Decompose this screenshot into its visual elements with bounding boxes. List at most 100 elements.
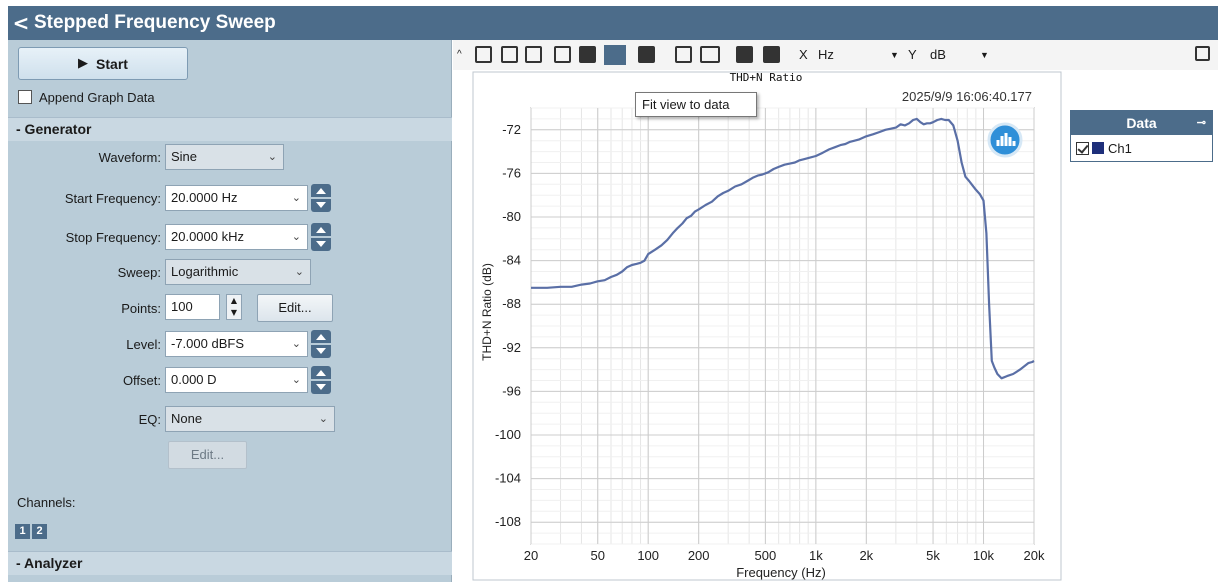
play-icon: ▶ — [78, 56, 89, 71]
badge-bar — [1008, 137, 1012, 146]
level-input[interactable]: -7.000 dBFS ⌄ — [165, 331, 308, 357]
legend-item-ch1[interactable]: Ch1 — [1071, 135, 1212, 161]
table-icon[interactable] — [675, 46, 692, 63]
offset-label: Offset: — [122, 373, 161, 388]
copy-graph-icon[interactable] — [501, 46, 518, 63]
sweep-label: Sweep: — [117, 265, 161, 280]
y-tick-label: -104 — [495, 471, 521, 486]
chevron-down-icon: ⌄ — [294, 265, 304, 278]
sweep-select[interactable]: Logarithmic ⌄ — [165, 259, 311, 285]
chevron-down-icon: ⌄ — [318, 412, 328, 425]
eq-label: EQ: — [138, 412, 161, 427]
y-tick-label: -108 — [495, 514, 521, 529]
points-value: 100 — [171, 299, 193, 314]
x-tick-label: 20k — [1024, 548, 1045, 563]
offset-input[interactable]: 0.000 D ⌄ — [165, 367, 308, 393]
pan-icon[interactable] — [579, 46, 596, 63]
y-unit-value: dB — [930, 47, 946, 62]
data-legend: Data ⊸ Ch1 — [1070, 110, 1213, 162]
chevron-left-icon[interactable]: < — [12, 11, 30, 35]
x-tick-label: 5k — [926, 548, 940, 563]
thdn-chart[interactable]: -72 -76 -80 -84 -88 -92 -96 -100 -104 -108 20 50 100… — [453, 70, 1218, 582]
legend-header: Data ⊸ — [1071, 111, 1212, 135]
graph-toolbar: ^ X Hz ▼ Y dB ▼ — [453, 40, 1218, 70]
badge-bar — [1012, 141, 1016, 146]
y-tick-label: -80 — [502, 209, 521, 224]
zoom-icon[interactable] — [554, 46, 571, 63]
x-tick-label: 50 — [590, 548, 604, 563]
start-button[interactable]: ▶ Start — [18, 47, 188, 80]
y-tick-label: -96 — [502, 383, 521, 398]
level-stepper[interactable] — [311, 330, 331, 358]
chevron-down-icon: ⌄ — [291, 230, 301, 243]
stop-frequency-stepper[interactable] — [311, 223, 331, 251]
fit-view-tooltip: Fit view to data — [635, 92, 757, 117]
ch1-visibility-checkbox[interactable] — [1076, 141, 1089, 155]
y-tick-label: -100 — [495, 427, 521, 442]
badge-bar — [996, 140, 1000, 146]
graph-settings-icon[interactable] — [475, 46, 492, 63]
points-stepper[interactable]: ▲ ▼ — [226, 294, 242, 320]
chevron-down-icon: ⌄ — [291, 191, 301, 204]
level-value: -7.000 dBFS — [171, 336, 244, 351]
eq-select[interactable]: None ⌄ — [165, 406, 335, 432]
stop-frequency-input[interactable]: 20.0000 kHz ⌄ — [165, 224, 308, 250]
ch1-color-swatch — [1092, 142, 1104, 154]
ch1-label: Ch1 — [1108, 140, 1132, 156]
chevron-down-icon: ⌄ — [291, 373, 301, 386]
channels-label: Channels: — [17, 495, 76, 510]
start-frequency-label: Start Frequency: — [64, 191, 161, 206]
start-frequency-input[interactable]: 20.0000 Hz ⌄ — [165, 185, 308, 211]
cursor-icon[interactable] — [638, 46, 655, 63]
analyzer-section-header[interactable]: - Analyzer — [8, 551, 452, 575]
start-frequency-value: 20.0000 Hz — [171, 190, 238, 205]
x-tick-label: 2k — [859, 548, 873, 563]
x-unit-select[interactable]: Hz ▼ — [818, 44, 899, 66]
chart-timestamp: 2025/9/9 16:06:40.177 — [902, 89, 1032, 104]
x-axis-title: Frequency (Hz) — [736, 565, 826, 580]
points-label: Points: — [121, 301, 161, 316]
y-tick-label: -92 — [502, 340, 521, 355]
gear-icon[interactable] — [763, 46, 780, 63]
window-title: Stepped Frequency Sweep — [34, 12, 276, 33]
save-graph-icon[interactable] — [525, 46, 542, 63]
x-axis-label: X — [799, 47, 808, 62]
points-edit-button[interactable]: Edit... — [257, 294, 333, 322]
x-tick-label: 1k — [809, 548, 823, 563]
pin-icon[interactable]: ⊸ — [1196, 117, 1206, 129]
append-graph-checkbox[interactable] — [18, 90, 32, 104]
fit-view-to-data-icon[interactable] — [604, 45, 626, 65]
waveform-select[interactable]: Sine ⌄ — [165, 144, 284, 170]
x-tick-label: 10k — [973, 548, 994, 563]
badge-bar — [1000, 136, 1004, 146]
y-axis-label: Y — [908, 47, 917, 62]
x-tick-label: 20 — [524, 548, 538, 563]
y-tick-label: -88 — [502, 296, 521, 311]
chevron-down-icon: ▼ — [980, 50, 989, 60]
level-label: Level: — [126, 337, 161, 352]
start-frequency-stepper[interactable] — [311, 184, 331, 212]
generator-section-header[interactable]: - Generator — [8, 117, 452, 141]
formula-icon[interactable] — [736, 46, 753, 63]
x-unit-value: Hz — [818, 47, 834, 62]
offset-stepper[interactable] — [311, 366, 331, 394]
waveform-label: Waveform: — [98, 150, 161, 165]
y-unit-select[interactable]: dB ▼ — [930, 44, 990, 66]
channel-2-toggle[interactable]: 2 — [32, 524, 47, 539]
chart-title: THD+N Ratio — [730, 71, 803, 84]
channel-1-toggle[interactable]: 1 — [15, 524, 30, 539]
legend-title: Data — [1126, 115, 1157, 131]
waveform-value: Sine — [171, 149, 198, 164]
x-tick-label: 200 — [688, 548, 710, 563]
x-tick-label: 100 — [637, 548, 659, 563]
points-input[interactable]: 100 — [165, 294, 220, 320]
stop-frequency-label: Stop Frequency: — [65, 230, 161, 245]
collapse-toolbar-icon[interactable]: ^ — [457, 49, 462, 60]
export-icon[interactable] — [700, 46, 720, 63]
append-graph-label: Append Graph Data — [39, 90, 155, 105]
y-tick-label: -76 — [502, 165, 521, 180]
undock-icon[interactable] — [1195, 46, 1210, 61]
eq-value: None — [171, 411, 203, 426]
eq-edit-button[interactable]: Edit... — [168, 441, 247, 469]
